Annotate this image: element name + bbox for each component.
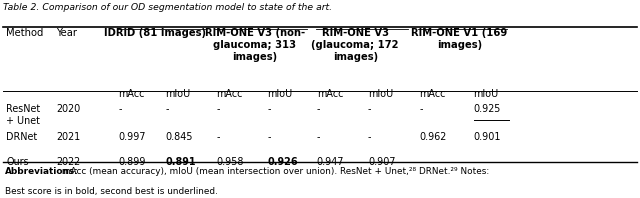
Text: mIoU: mIoU bbox=[165, 89, 190, 99]
Text: 0.899: 0.899 bbox=[118, 157, 146, 168]
Text: 0.997: 0.997 bbox=[118, 132, 146, 142]
Text: -: - bbox=[118, 104, 122, 114]
Text: IDRiD (81 images): IDRiD (81 images) bbox=[104, 29, 205, 38]
Text: -: - bbox=[216, 132, 220, 142]
Text: Method: Method bbox=[6, 29, 44, 38]
Text: 0.845: 0.845 bbox=[165, 132, 193, 142]
Text: mAcc: mAcc bbox=[216, 89, 243, 99]
Text: mAcc: mAcc bbox=[317, 89, 343, 99]
Text: mAcc: mAcc bbox=[118, 89, 145, 99]
Text: 0.925: 0.925 bbox=[474, 104, 501, 114]
Text: Abbreviations:: Abbreviations: bbox=[5, 167, 79, 176]
Text: 2022: 2022 bbox=[56, 157, 81, 168]
Text: Year: Year bbox=[56, 29, 77, 38]
Text: 0.891: 0.891 bbox=[165, 157, 196, 168]
Text: -: - bbox=[317, 132, 320, 142]
Text: 0.958: 0.958 bbox=[216, 157, 244, 168]
Text: Best score is in bold, second best is underlined.: Best score is in bold, second best is un… bbox=[5, 187, 218, 196]
Text: -: - bbox=[419, 157, 422, 168]
Text: -: - bbox=[268, 104, 271, 114]
Text: Table 2. Comparison of our OD segmentation model to state of the art.: Table 2. Comparison of our OD segmentati… bbox=[3, 3, 332, 12]
Text: -: - bbox=[268, 132, 271, 142]
Text: 2021: 2021 bbox=[56, 132, 81, 142]
Text: -: - bbox=[216, 104, 220, 114]
Text: -: - bbox=[165, 104, 168, 114]
Text: RIM-ONE V1 (169
images): RIM-ONE V1 (169 images) bbox=[411, 29, 508, 50]
Text: -: - bbox=[368, 104, 371, 114]
Text: RIM-ONE V3 (non-
glaucoma; 313
images): RIM-ONE V3 (non- glaucoma; 313 images) bbox=[205, 29, 305, 62]
Text: RIM-ONE V3
(glaucoma; 172
images): RIM-ONE V3 (glaucoma; 172 images) bbox=[312, 29, 399, 62]
Text: mAcc: mAcc bbox=[419, 89, 445, 99]
Text: mIoU: mIoU bbox=[474, 89, 499, 99]
Text: mIoU: mIoU bbox=[268, 89, 292, 99]
Text: ResNet
+ Unet: ResNet + Unet bbox=[6, 104, 40, 126]
Text: -: - bbox=[419, 104, 422, 114]
Text: 2020: 2020 bbox=[56, 104, 81, 114]
Text: mIoU: mIoU bbox=[368, 89, 393, 99]
Text: 0.926: 0.926 bbox=[268, 157, 298, 168]
Text: Ours: Ours bbox=[6, 157, 29, 168]
Text: -: - bbox=[368, 132, 371, 142]
Text: -: - bbox=[317, 104, 320, 114]
Text: 0.907: 0.907 bbox=[368, 157, 396, 168]
Text: mAcc (mean accuracy), mIoU (mean intersection over union). ResNet + Unet,²⁸ DRNe: mAcc (mean accuracy), mIoU (mean interse… bbox=[59, 167, 489, 176]
Text: -: - bbox=[474, 157, 477, 168]
Text: 0.947: 0.947 bbox=[317, 157, 344, 168]
Text: 0.901: 0.901 bbox=[474, 132, 501, 142]
Text: DRNet: DRNet bbox=[6, 132, 38, 142]
Text: 0.962: 0.962 bbox=[419, 132, 447, 142]
